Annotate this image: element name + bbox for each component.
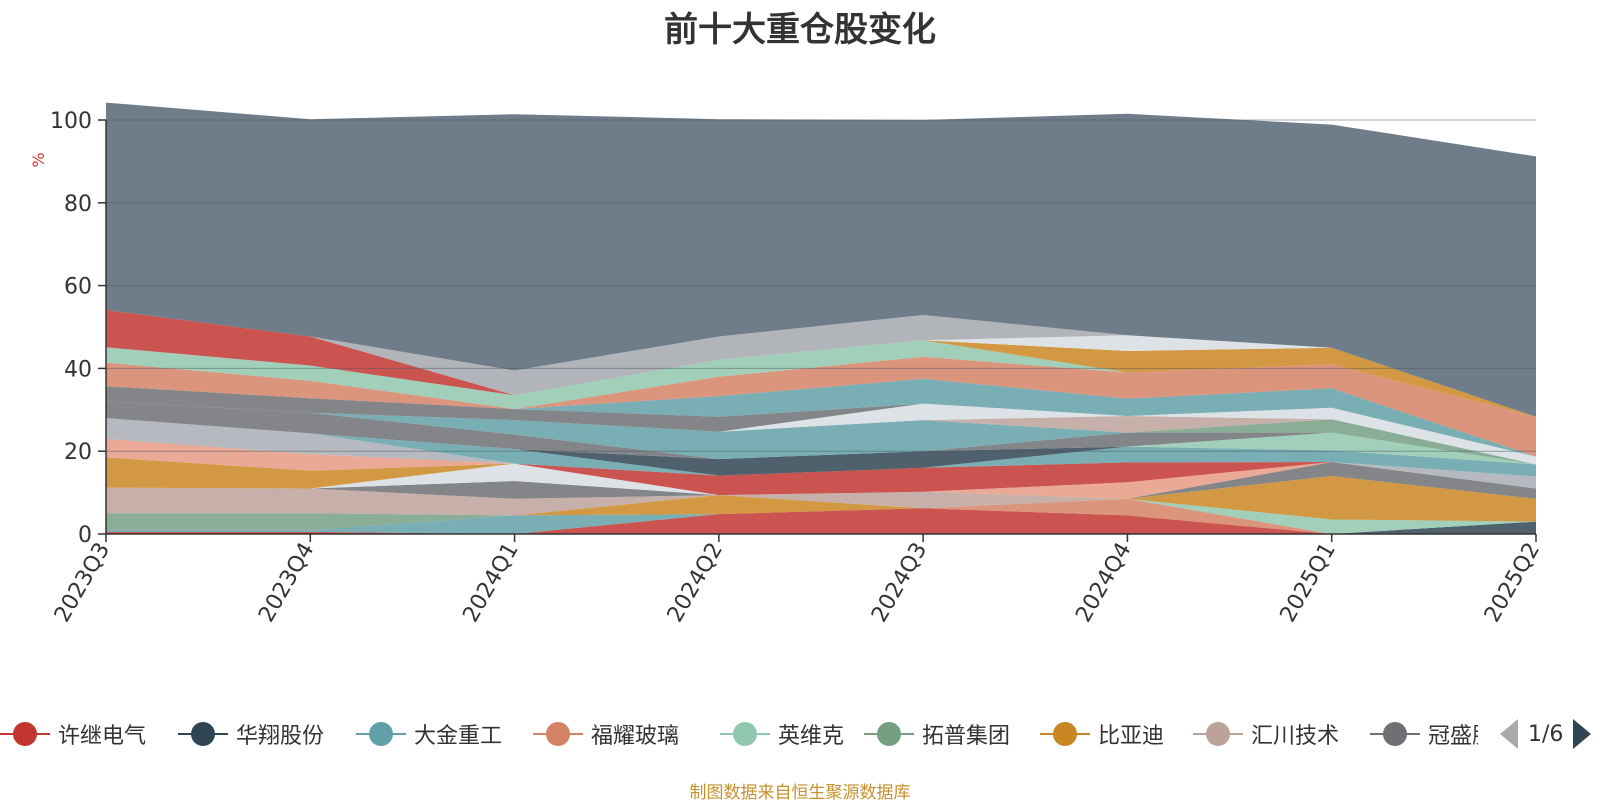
legend-item[interactable]: 拓普集团 [864, 716, 1010, 752]
x-tick-label: 2024Q4 [1071, 539, 1136, 627]
x-tick-label: 2023Q4 [254, 539, 319, 627]
legend-item[interactable]: 英维克 [720, 716, 844, 752]
legend-marker-icon [356, 720, 406, 748]
legend-marker-icon [533, 720, 583, 748]
area-band [106, 438, 1536, 496]
legend-item[interactable]: 华翔股份 [178, 716, 324, 752]
x-tick-label: 2024Q2 [663, 539, 728, 627]
y-tick-label: 80 [64, 192, 92, 217]
area-band [106, 508, 1536, 534]
legend-marker-icon [1370, 720, 1420, 748]
legend-item[interactable]: 冠盛股份 [1370, 716, 1478, 752]
y-tick-label: 0 [78, 523, 92, 548]
area-band [106, 418, 1536, 477]
area-band [106, 401, 1536, 465]
next-page-icon[interactable] [1573, 719, 1592, 749]
legend-item[interactable]: 许继电气 [0, 716, 146, 752]
legend-label: 比亚迪 [1098, 724, 1165, 749]
legend-marker-icon [720, 720, 770, 748]
area-band [106, 418, 1536, 476]
area-band [106, 457, 1536, 499]
x-tick-label: 2023Q3 [50, 539, 115, 627]
legend-label: 汇川技术 [1251, 724, 1340, 749]
legend-items: 许继电气 华翔股份 大金重工 福耀玻璃 英维克 拓普集团 比亚迪 汇川技术 冠盛股份 [0, 716, 1478, 752]
area-band [106, 476, 1536, 522]
legend-label: 许继电气 [58, 724, 147, 749]
legend-marker-icon [1040, 720, 1090, 748]
area-band [106, 508, 1536, 534]
legend-label: 华翔股份 [236, 724, 325, 749]
area-band [106, 340, 1536, 417]
legend-page-indicator: 1/6 [1528, 721, 1564, 747]
area-band [106, 476, 1536, 516]
x-tick-label: 2024Q3 [867, 539, 932, 627]
area-band [106, 418, 1536, 489]
legend-label: 福耀玻璃 [591, 724, 680, 749]
area-band [106, 418, 1536, 465]
area-band [106, 462, 1536, 499]
area-band [106, 340, 1536, 417]
area-band [106, 401, 1536, 465]
x-tick-label: 2025Q2 [1480, 539, 1545, 627]
legend-label: 冠盛股份 [1428, 724, 1478, 749]
y-tick-label: 40 [64, 357, 92, 382]
y-axis-label: % [29, 152, 48, 167]
legend-item[interactable]: 比亚迪 [1040, 716, 1164, 752]
x-tick-label: 2025Q1 [1276, 539, 1341, 627]
legend-marker-icon [178, 720, 228, 748]
chart-title: 前十大重仓股变化 [664, 10, 936, 50]
area-band [106, 438, 1536, 499]
previous-page-icon[interactable] [1500, 719, 1518, 749]
grid-lines [106, 119, 1536, 452]
x-tick-label: 2024Q1 [458, 539, 523, 627]
area-band [106, 356, 1536, 457]
legend-marker-icon [1193, 720, 1243, 748]
y-tick-label: 20 [64, 440, 92, 465]
area-band [106, 401, 1536, 465]
area-band [106, 498, 1536, 530]
legend-marker-icon [0, 720, 50, 748]
legend-label: 拓普集团 [922, 724, 1011, 749]
legend-label: 英维克 [778, 724, 845, 749]
area-band [106, 310, 1536, 417]
area-chart: 0 20 40 60 80 100 2023Q3 2023Q4 2024Q1 2024Q2 2024… [29, 102, 1545, 627]
area-band [106, 462, 1536, 499]
source-note: 制图数据来自恒生聚源数据库 [689, 783, 911, 803]
legend-item[interactable]: 汇川技术 [1193, 716, 1339, 752]
legend-marker-icon [864, 720, 914, 748]
legend: 许继电气 华翔股份 大金重工 福耀玻璃 英维克 拓普集团 比亚迪 汇川技术 冠盛股份 1/6 [0, 716, 1600, 752]
y-tick-label: 60 [64, 275, 92, 300]
area-band [106, 498, 1536, 534]
legend-item[interactable]: 大金重工 [356, 716, 502, 752]
area-band [106, 508, 1536, 534]
area-band [106, 378, 1536, 457]
stacked-area-bands [106, 102, 1536, 534]
y-tick-label: 100 [50, 109, 92, 134]
legend-pager: 1/6 [1500, 716, 1592, 752]
area-band [106, 310, 1536, 417]
legend-label: 大金重工 [414, 724, 503, 749]
area-band [106, 102, 1536, 417]
legend-item[interactable]: 福耀玻璃 [533, 716, 679, 752]
